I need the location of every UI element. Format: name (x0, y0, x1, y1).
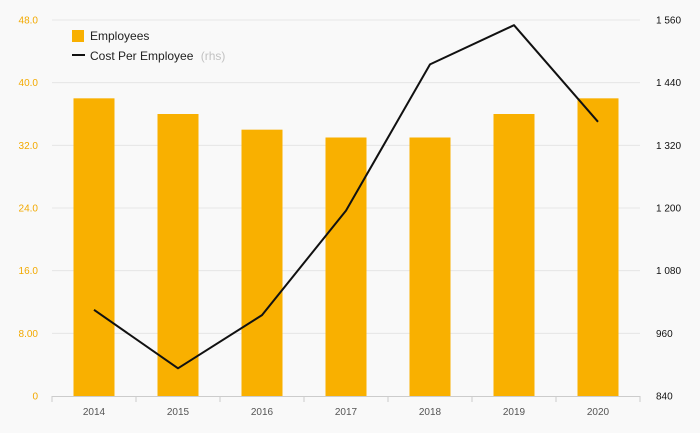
legend-label-cost-per-employee: Cost Per Employee (rhs) (90, 49, 225, 63)
legend-label-employees: Employees (90, 29, 149, 43)
left-axis-ticks: 0 8.00 16.0 24.0 32.0 40.0 48.0 (19, 16, 39, 403)
x-tick-label: 2019 (503, 407, 526, 418)
x-tick-label: 2014 (83, 407, 106, 418)
right-tick-label: 1 440 (656, 78, 681, 89)
bar-employees (241, 129, 283, 396)
right-tick-label: 840 (656, 392, 673, 403)
left-tick-label: 24.0 (19, 204, 39, 215)
right-tick-label: 1 200 (656, 204, 681, 215)
left-tick-label: 16.0 (19, 266, 39, 277)
legend: Employees Cost Per Employee (rhs) (72, 29, 225, 63)
legend-label-rhs: (rhs) (201, 49, 226, 63)
cost-per-employee-line (93, 24, 599, 370)
left-tick-label: 8.00 (19, 329, 39, 340)
left-tick-label: 48.0 (19, 16, 39, 27)
right-tick-label: 960 (656, 329, 673, 340)
x-tick-label: 2016 (251, 407, 274, 418)
x-axis-ticks: 2014 2015 2016 2017 2018 2019 2020 (51, 396, 641, 418)
left-tick-label: 32.0 (19, 141, 39, 152)
bar-employees (325, 137, 367, 396)
legend-label-cost-name: Cost Per Employee (90, 49, 194, 63)
bar-employees (157, 114, 199, 396)
left-tick-label: 0 (32, 392, 38, 403)
x-tick-label: 2018 (419, 407, 442, 418)
right-tick-label: 1 560 (656, 16, 681, 27)
bar-employees (409, 137, 451, 396)
x-tick-label: 2017 (335, 407, 358, 418)
x-tick-label: 2015 (167, 407, 190, 418)
right-tick-label: 1 080 (656, 266, 681, 277)
bar-employees (73, 98, 115, 396)
right-axis-ticks: 840 960 1 080 1 200 1 320 1 440 1 560 (656, 16, 681, 403)
bar-employees (577, 98, 619, 396)
employees-bars (73, 98, 619, 396)
x-tick-label: 2020 (587, 407, 610, 418)
right-tick-label: 1 320 (656, 141, 681, 152)
left-tick-label: 40.0 (19, 78, 39, 89)
legend-swatch-employees (72, 30, 84, 42)
bar-employees (493, 114, 535, 396)
